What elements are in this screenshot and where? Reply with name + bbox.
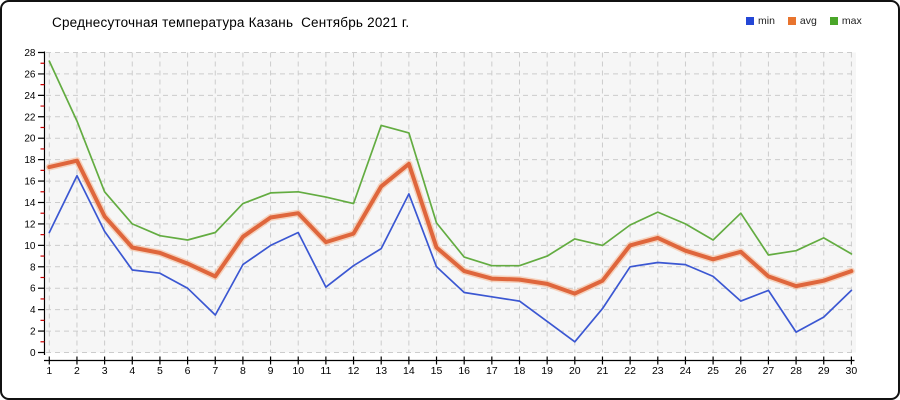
svg-text:9: 9	[268, 365, 274, 377]
svg-text:16: 16	[24, 177, 36, 188]
svg-text:20: 20	[569, 365, 581, 377]
svg-text:29: 29	[818, 365, 830, 377]
svg-text:2: 2	[30, 327, 36, 338]
svg-text:6: 6	[30, 284, 36, 295]
svg-text:6: 6	[185, 365, 191, 377]
svg-text:1: 1	[46, 365, 52, 377]
svg-text:18: 18	[24, 155, 36, 166]
svg-text:10: 10	[24, 241, 36, 252]
svg-text:17: 17	[486, 365, 498, 377]
svg-text:5: 5	[157, 365, 163, 377]
svg-text:8: 8	[30, 262, 36, 273]
max-series-swatch-icon	[829, 17, 838, 25]
svg-text:24: 24	[24, 91, 36, 102]
svg-text:22: 22	[24, 112, 36, 123]
svg-text:8: 8	[240, 365, 246, 377]
legend-item-avg: avg	[787, 15, 817, 27]
svg-text:19: 19	[541, 365, 553, 377]
legend-item-min: min	[746, 15, 775, 27]
svg-text:4: 4	[129, 365, 135, 377]
svg-text:27: 27	[763, 365, 775, 377]
svg-text:28: 28	[24, 48, 36, 59]
svg-text:0: 0	[30, 348, 36, 359]
chart-title: Среднесуточная температура Казань Сентяб…	[52, 15, 410, 30]
svg-text:21: 21	[597, 365, 609, 377]
svg-text:2: 2	[74, 365, 80, 377]
svg-text:24: 24	[680, 365, 692, 377]
svg-text:23: 23	[652, 365, 664, 377]
svg-text:3: 3	[102, 365, 108, 377]
svg-text:4: 4	[30, 305, 36, 316]
svg-text:14: 14	[24, 198, 36, 209]
svg-text:22: 22	[624, 365, 636, 377]
svg-text:10: 10	[292, 365, 304, 377]
svg-text:14: 14	[403, 365, 415, 377]
legend-label-min: min	[758, 15, 775, 27]
svg-text:20: 20	[24, 134, 36, 145]
svg-text:11: 11	[320, 365, 331, 377]
legend-label-max: max	[841, 15, 862, 27]
svg-text:16: 16	[458, 365, 470, 377]
legend-label-avg: avg	[799, 15, 817, 27]
legend: min avg max	[746, 15, 862, 27]
legend-item-max: max	[829, 15, 862, 27]
svg-text:15: 15	[431, 365, 443, 377]
avg-series-swatch-icon	[787, 17, 796, 25]
svg-text:18: 18	[514, 365, 526, 377]
svg-text:26: 26	[24, 69, 36, 80]
svg-text:28: 28	[790, 365, 802, 377]
svg-text:25: 25	[707, 365, 719, 377]
svg-text:7: 7	[212, 365, 218, 377]
min-series-swatch-icon	[746, 17, 754, 25]
svg-text:13: 13	[375, 365, 387, 377]
svg-text:12: 12	[24, 219, 36, 230]
svg-text:30: 30	[846, 365, 858, 377]
svg-text:26: 26	[735, 365, 747, 377]
svg-text:12: 12	[348, 365, 360, 377]
